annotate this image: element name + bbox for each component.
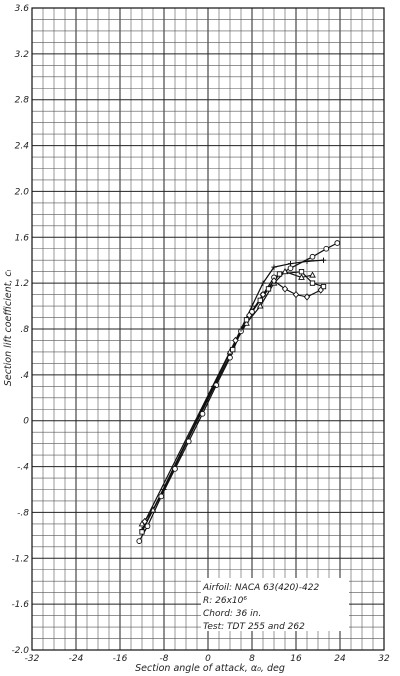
y-tick-labels: -2.0 -1.6 -1.2 -.8 -.4 0 .4 .8 1.2 1.6 2.0 2.4 2.8 3.… — [11, 4, 29, 656]
data-point-plus — [249, 303, 255, 309]
test-conditions-annotation: Airfoil: NACA 63(420)-422 R: 26x10⁶ Chor… — [201, 578, 349, 632]
data-point-diamond — [141, 517, 148, 526]
y-tick-label: 1.6 — [15, 233, 30, 243]
data-point-square — [309, 280, 316, 286]
y-tick-label: 3.6 — [15, 4, 30, 14]
x-tick-label: -16 — [113, 654, 128, 664]
data-point-square — [257, 297, 263, 303]
x-tick-label: 24 — [334, 654, 346, 664]
data-point-diamond — [292, 290, 300, 299]
annotation-background — [201, 578, 349, 631]
data-point-diamond — [317, 286, 324, 294]
y-tick-label: 1.2 — [15, 279, 30, 289]
series-line-5 — [144, 280, 322, 522]
y-tick-label: 2.0 — [15, 187, 30, 197]
data-point-plus — [271, 264, 277, 270]
data-point-diamond — [232, 336, 239, 345]
data-point-circle — [158, 493, 165, 500]
x-tick-label: 0 — [205, 654, 211, 664]
y-tick-label: 3.2 — [15, 50, 30, 60]
x-tick-label: 8 — [249, 654, 255, 664]
y-tick-label: -1.2 — [11, 554, 29, 564]
data-point-diamond — [270, 277, 278, 285]
data-point-square — [298, 269, 305, 275]
series-line-1 — [138, 242, 338, 542]
data-point-circle — [287, 265, 294, 272]
data-point-plus — [304, 258, 310, 264]
data-point-triangle — [309, 271, 316, 278]
y-tick-label: -.8 — [17, 508, 29, 518]
data-point-plus — [177, 452, 184, 458]
annotation-chord: Chord: 36 in. — [203, 609, 261, 619]
annotation-airfoil: Airfoil: NACA 63(420)-422 — [202, 583, 319, 593]
data-point-plus — [287, 261, 294, 267]
x-tick-label: 16 — [290, 654, 302, 664]
data-markers — [136, 240, 341, 544]
data-point-diamond — [259, 290, 267, 299]
data-point-plus — [260, 280, 266, 286]
y-tick-label: -.4 — [17, 463, 29, 473]
data-point-plus — [320, 257, 327, 263]
data-point-plus — [210, 383, 217, 389]
data-curves — [138, 242, 338, 542]
y-tick-label: 2.8 — [15, 96, 30, 106]
data-point-plus — [161, 486, 167, 493]
data-point-square — [139, 529, 145, 535]
data-point-triangle — [149, 506, 157, 513]
data-point-circle — [309, 253, 316, 260]
x-tick-label: -24 — [69, 654, 84, 664]
data-point-circle — [227, 354, 233, 361]
data-point-square — [230, 346, 236, 353]
y-tick-label: .4 — [20, 371, 29, 381]
y-tick-label: 0 — [23, 417, 29, 427]
data-point-square — [265, 286, 272, 292]
data-point-plus — [238, 326, 244, 332]
x-axis-title: Section angle of attack, α₀, deg — [135, 663, 285, 674]
x-tick-label: -8 — [160, 654, 169, 664]
data-point-circle — [213, 382, 220, 389]
y-tick-label: .8 — [20, 325, 29, 335]
data-point-triangle — [281, 267, 289, 275]
annotation-test: Test: TDT 255 and 262 — [203, 622, 305, 632]
plot-frame — [31, 7, 385, 651]
data-point-diamond — [246, 311, 253, 319]
data-point-diamond — [303, 293, 311, 301]
data-point-square — [320, 283, 327, 290]
y-axis-title: Section lift coefficient, cₗ — [3, 269, 14, 386]
data-point-circle — [144, 523, 151, 530]
x-tick-label: 32 — [378, 654, 390, 664]
data-point-square — [243, 317, 250, 323]
data-point-circle — [185, 438, 192, 445]
data-point-circle — [136, 538, 143, 544]
x-tick-label: -32 — [25, 654, 40, 664]
data-point-plus — [194, 418, 200, 424]
y-tick-label: -1.6 — [11, 600, 29, 610]
data-point-circle — [172, 466, 178, 472]
data-point-circle — [249, 308, 255, 315]
data-point-triangle — [298, 273, 305, 280]
annotation-reynolds: R: 26x10⁶ — [203, 596, 247, 606]
data-point-circle — [323, 245, 330, 252]
grid — [31, 7, 385, 651]
data-point-circle — [334, 240, 341, 246]
data-point-triangle — [256, 302, 264, 309]
x-tick-labels: -32 -24 -16 -8 0 8 16 24 32 — [25, 654, 390, 664]
data-point-square — [276, 271, 283, 277]
y-tick-label: 2.4 — [15, 142, 30, 152]
data-point-diamond — [281, 285, 289, 293]
data-point-triangle — [243, 319, 250, 326]
y-tick-label: -2.0 — [11, 646, 29, 656]
data-point-circle — [199, 410, 206, 417]
